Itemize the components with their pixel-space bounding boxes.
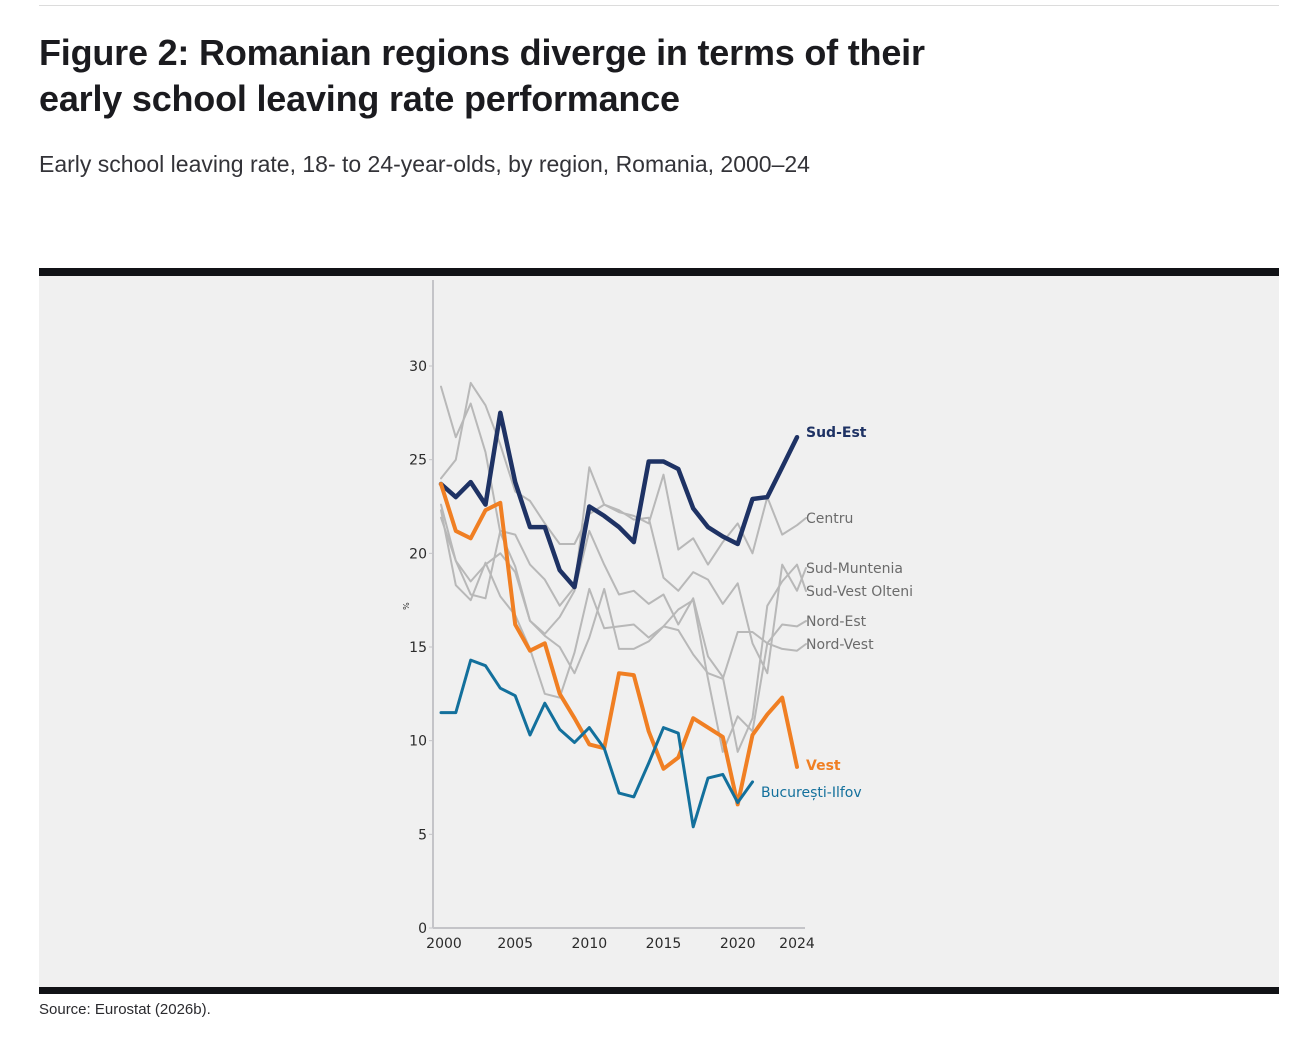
line-chart: 0 5 10 15 20 25 30% 2000 2005 2010 2015 2020 2024 Ce…	[402, 280, 913, 952]
chart-axes: 0 5 10 15 20 25 30% 2000 2005 2010 2015 2020 2024	[402, 280, 815, 952]
series-labels-group: Centru Sud-Muntenia Sud-Vest Olteni Nord-Es…	[761, 425, 913, 801]
y-axis-unit-label: %	[402, 602, 411, 610]
series-label-bucuresti-ilfov: București-Ilfov	[761, 785, 862, 801]
series-label-sud-vest-olteni: Sud-Vest Olteni	[806, 584, 913, 600]
highlight-series-group	[438, 410, 800, 829]
series-line-bucuresti-ilfov	[439, 658, 754, 829]
series-line-nord-est	[440, 516, 807, 753]
y-tick-label: 10	[409, 734, 427, 750]
x-tick-label: 2020	[720, 936, 756, 952]
figure-subtitle: Early school leaving rate, 18- to 24-yea…	[39, 151, 810, 177]
chart-panel: 0 5 10 15 20 25 30% 2000 2005 2010 2015 2020 2024 Ce…	[39, 268, 1279, 994]
top-divider	[39, 5, 1279, 6]
series-label-sud-muntenia: Sud-Muntenia	[806, 561, 903, 577]
series-label-nord-vest: Nord-Vest	[806, 637, 874, 653]
y-tick-label: 20	[409, 546, 427, 562]
series-line-vest	[439, 482, 799, 807]
source-note: Source: Eurostat (2026b).	[39, 1001, 211, 1018]
x-tick-label: 2024	[779, 936, 815, 952]
series-line-sud-est	[438, 410, 800, 590]
series-line-sud-muntenia	[440, 381, 807, 675]
series-label-vest: Vest	[806, 758, 841, 774]
x-tick-label: 2010	[572, 936, 608, 952]
x-tick-label: 2000	[426, 936, 462, 952]
series-line-nord-vest	[440, 509, 807, 699]
y-tick-label: 0	[418, 921, 427, 937]
x-tick-label: 2005	[497, 936, 533, 952]
y-tick-label: 30	[409, 359, 427, 375]
y-tick-label: 15	[409, 640, 427, 656]
series-label-centru: Centru	[806, 511, 853, 527]
x-tick-label: 2015	[646, 936, 682, 952]
figure-title: Figure 2: Romanian regions diverge in te…	[39, 32, 925, 119]
y-tick-label: 25	[409, 453, 427, 469]
series-label-nord-est: Nord-Est	[806, 614, 867, 630]
series-label-sud-est: Sud-Est	[806, 425, 867, 441]
y-tick-label: 5	[418, 827, 427, 843]
